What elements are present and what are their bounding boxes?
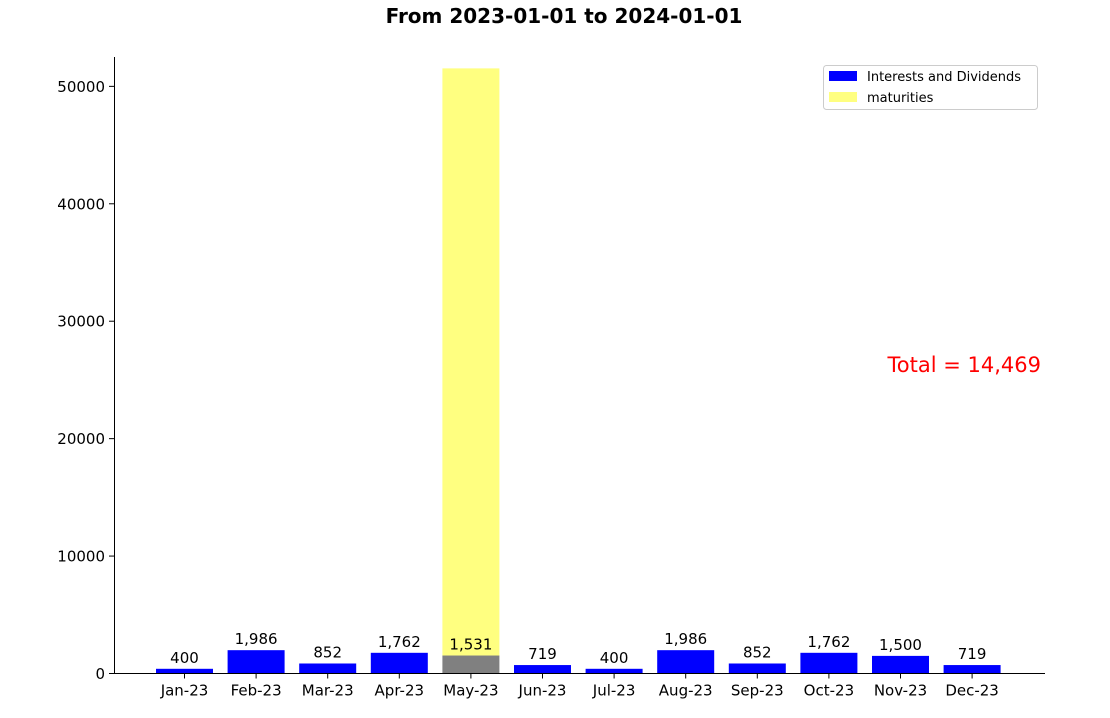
x-tick-label-jul-23: Jul-23 [592, 682, 636, 700]
bar-interests-jun-23 [514, 665, 571, 674]
bar-interests-jan-23 [156, 668, 213, 674]
y-tick-label-0: 0 [95, 665, 105, 683]
bar-maturities-may-23 [442, 68, 500, 656]
x-tick-label-may-23: May-23 [443, 682, 498, 700]
axes-group [114, 57, 1045, 674]
y-tick-label-30000: 30000 [57, 313, 105, 331]
legend-frame [823, 65, 1038, 110]
y-tick-label-50000: 50000 [57, 78, 105, 96]
x-tick-label-aug-23: Aug-23 [659, 682, 713, 700]
x-tick-label-oct-23: Oct-23 [804, 682, 854, 700]
bar-interests-jul-23 [585, 668, 643, 674]
bars-group [156, 68, 1001, 674]
legend-label-maturities: maturities [867, 91, 934, 106]
bar-interests-mar-23 [299, 663, 357, 674]
x-tick-label-sep-23: Sep-23 [731, 682, 784, 700]
x-tick-label-jun-23: Jun-23 [518, 682, 567, 700]
bar-value-label-oct-23: 1,762 [807, 633, 850, 651]
legend-label-interests: Interests and Dividends [867, 70, 1021, 85]
x-tick-label-jan-23: Jan-23 [160, 682, 209, 700]
bar-interests-apr-23 [370, 652, 428, 674]
bar-value-label-mar-23: 852 [313, 643, 342, 661]
y-tick-label-10000: 10000 [57, 548, 105, 566]
y-ticks-group: 0 10000 20000 30000 40000 50000 [57, 78, 114, 683]
bar-interests-nov-23 [872, 655, 929, 674]
y-tick-label-40000: 40000 [57, 195, 105, 213]
bar-interests-feb-23 [227, 650, 285, 674]
x-tick-label-apr-23: Apr-23 [375, 682, 425, 700]
x-tick-label-nov-23: Nov-23 [874, 682, 927, 700]
legend-swatch-maturities [829, 92, 857, 102]
chart-subtitle: From 2023-01-01 to 2024-01-01 [386, 4, 743, 28]
bar-value-label-nov-23: 1,500 [879, 636, 922, 654]
bar-interests-oct-23 [800, 652, 858, 674]
x-ticks-group: Jan-23 Feb-23 Mar-23 Apr-23 May-23 Jun-23 Jul-… [160, 673, 999, 700]
legend: Interests and Dividends maturities [823, 65, 1038, 110]
bar-value-label-jan-23: 400 [170, 649, 199, 667]
total-annotation: Total = 14,469 [887, 353, 1041, 377]
bar-value-label-dec-23: 719 [958, 645, 987, 663]
legend-swatch-interests [829, 71, 857, 81]
bar-value-label-may-23: 1,531 [449, 636, 492, 654]
bar-value-label-feb-23: 1,986 [235, 630, 278, 648]
bar-value-label-aug-23: 1,986 [664, 630, 707, 648]
bar-value-label-sep-23: 852 [743, 643, 772, 661]
y-tick-label-20000: 20000 [57, 430, 105, 448]
x-tick-label-mar-23: Mar-23 [302, 682, 354, 700]
bar-interests-dec-23 [943, 665, 1001, 674]
x-tick-label-feb-23: Feb-23 [231, 682, 282, 700]
bar-interests-may-23 [442, 655, 500, 674]
bar-value-label-apr-23: 1,762 [378, 633, 421, 651]
bar-interests-sep-23 [728, 663, 786, 674]
bar-interests-aug-23 [657, 650, 715, 674]
bar-value-label-jul-23: 400 [600, 649, 629, 667]
bar-value-label-jun-23: 719 [528, 645, 557, 663]
x-tick-label-dec-23: Dec-23 [945, 682, 999, 700]
bar-labels-group: 400 1,986 852 1,762 1,531 719 400 1,986 852 1,762… [170, 630, 986, 667]
